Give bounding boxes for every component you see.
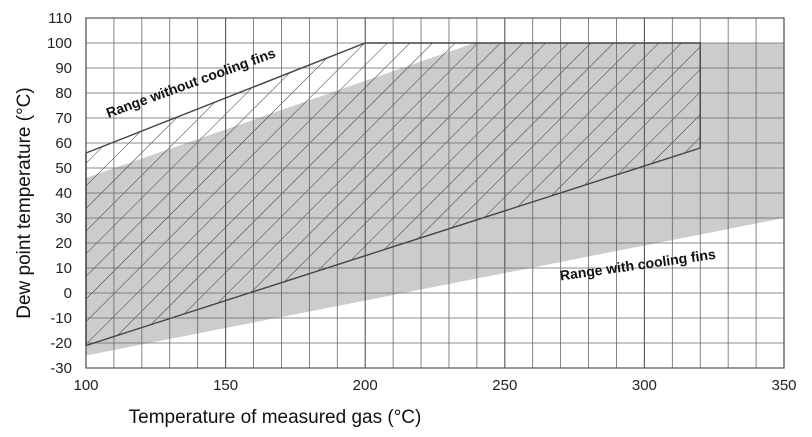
y-tick-label: 80 xyxy=(55,85,72,102)
x-tick-label: 100 xyxy=(73,377,98,394)
y-tick-label: 40 xyxy=(55,185,72,202)
y-tick-label: 30 xyxy=(55,210,72,227)
y-tick-label: 0 xyxy=(64,285,72,302)
y-tick-label: -30 xyxy=(50,360,72,377)
y-tick-label: 90 xyxy=(55,60,72,77)
y-tick-label: -10 xyxy=(50,310,72,327)
region-outlines xyxy=(85,42,701,347)
y-tick-label: 50 xyxy=(55,160,72,177)
x-tick-label: 350 xyxy=(771,377,796,394)
x-axis-title: Temperature of measured gas (°C) xyxy=(129,407,422,428)
x-tick-label: 250 xyxy=(492,377,517,394)
y-tick-label: -20 xyxy=(50,335,72,352)
y-tick-label: 10 xyxy=(55,260,72,277)
y-tick-label: 70 xyxy=(55,110,72,127)
y-tick-label: 110 xyxy=(48,10,72,27)
x-tick-label: 150 xyxy=(213,377,238,394)
outline-range-without-cooling-fins xyxy=(85,42,701,347)
y-tick-label: 100 xyxy=(47,35,72,52)
y-tick-label: 20 xyxy=(55,235,72,252)
x-tick-labels: 100 150 200 250 300 350 xyxy=(73,377,796,394)
y-axis-title: Dew point temperature (°C) xyxy=(14,87,35,318)
y-tick-label: 60 xyxy=(55,135,72,152)
x-tick-label: 300 xyxy=(632,377,657,394)
x-tick-label: 200 xyxy=(353,377,378,394)
